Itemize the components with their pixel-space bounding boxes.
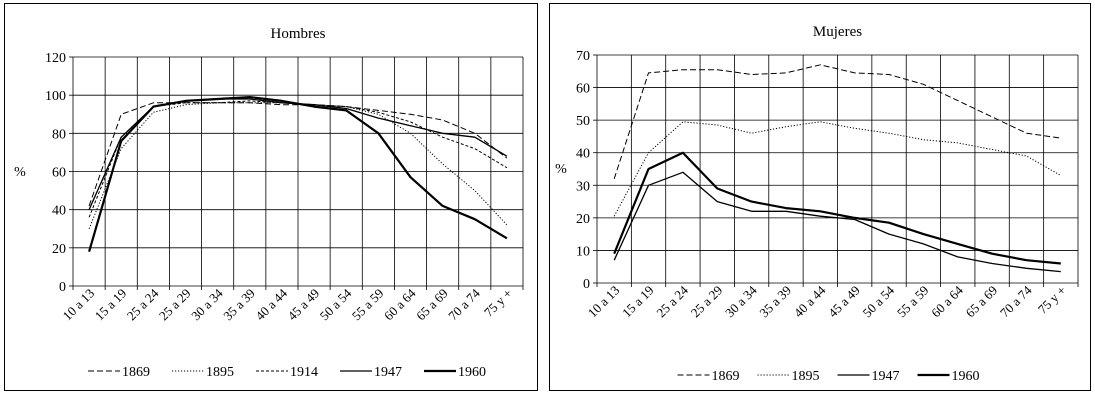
y-tick-label: 50 xyxy=(576,114,590,129)
x-tick-label: 60 a 64 xyxy=(928,282,966,320)
x-tick-label: 65 a 69 xyxy=(413,286,451,324)
series-line-1960 xyxy=(88,95,508,253)
x-tick-label: 25 a 24 xyxy=(124,285,162,323)
x-tick-label: 55 a 59 xyxy=(349,286,387,324)
legend-label-1947: 1947 xyxy=(374,365,402,380)
y-tick-label: 60 xyxy=(576,82,590,97)
y-axis-label: % xyxy=(555,162,567,177)
x-tick-label: 60 a 64 xyxy=(381,285,419,323)
x-tick-label: 25 a 29 xyxy=(156,286,194,324)
legend-label-1947: 1947 xyxy=(872,369,900,384)
y-tick-label: 60 xyxy=(52,166,66,181)
legend-label-1869: 1869 xyxy=(122,365,150,380)
x-tick-label: 75 y + xyxy=(481,286,515,320)
x-tick-label: 40 a 44 xyxy=(791,282,829,320)
chart-panel-mujeres: Mujeres 0 10 20 30 40 50 60 70% 10 a 13 15 a 19 25 … xyxy=(549,3,1091,391)
y-tick-label: 10 xyxy=(576,244,590,259)
x-tick-label: 30 a 34 xyxy=(722,282,760,320)
x-tick-label: 55 a 59 xyxy=(894,283,932,321)
legend-label-1960: 1960 xyxy=(952,369,980,384)
y-axis-label: % xyxy=(14,165,26,180)
y-tick-label: 70 xyxy=(576,49,590,64)
y-tick-label: 0 xyxy=(583,277,590,292)
x-tick-label: 75 y + xyxy=(1035,283,1069,317)
x-tick-label: 70 a 74 xyxy=(445,285,483,323)
x-tick-label: 25 a 29 xyxy=(688,283,726,321)
x-tick-label: 35 a 39 xyxy=(220,286,258,324)
x-tick-label: 65 a 69 xyxy=(963,283,1001,321)
y-tick-label: 100 xyxy=(45,89,66,104)
x-tick-label: 30 a 34 xyxy=(188,285,226,323)
legend-label-1895: 1895 xyxy=(206,365,234,380)
x-tick-label: 15 a 19 xyxy=(92,286,130,324)
x-tick-label: 25 a 24 xyxy=(653,282,691,320)
legend-label-1895: 1895 xyxy=(792,369,820,384)
y-tick-label: 120 xyxy=(45,51,66,66)
legend-label-1869: 1869 xyxy=(712,369,740,384)
x-tick-label: 35 a 39 xyxy=(756,283,794,321)
y-tick-label: 20 xyxy=(52,242,66,257)
series-line-1960 xyxy=(613,151,1061,265)
y-tick-label: 30 xyxy=(576,179,590,194)
x-tick-label: 50 a 54 xyxy=(859,282,897,320)
series-line-1895 xyxy=(613,121,1062,217)
y-tick-label: 20 xyxy=(576,212,590,227)
legend-label-1960: 1960 xyxy=(458,365,486,380)
chart-title: Hombres xyxy=(271,26,326,42)
x-tick-label: 50 a 54 xyxy=(317,285,355,323)
chart-title: Mujeres xyxy=(813,24,862,40)
legend-label-1914: 1914 xyxy=(290,365,318,380)
y-tick-label: 40 xyxy=(52,204,66,219)
series-line-1895 xyxy=(88,102,508,229)
y-tick-label: 40 xyxy=(576,147,590,162)
x-tick-label: 70 a 74 xyxy=(997,282,1035,320)
x-tick-label: 45 a 49 xyxy=(285,286,323,324)
y-tick-label: 80 xyxy=(52,127,66,142)
chart-panel-hombres: Hombres 0 20 40 60 80 100 120% 10 a 13 15 a 19 25 … xyxy=(4,3,538,391)
series-line-1869 xyxy=(613,64,1061,179)
x-tick-label: 10 a 13 xyxy=(585,283,623,321)
x-tick-label: 40 a 44 xyxy=(252,285,290,323)
y-tick-label: 0 xyxy=(59,280,66,295)
x-tick-label: 45 a 49 xyxy=(825,283,863,321)
series-line-1947 xyxy=(613,171,1061,273)
x-tick-label: 15 a 19 xyxy=(619,283,657,321)
